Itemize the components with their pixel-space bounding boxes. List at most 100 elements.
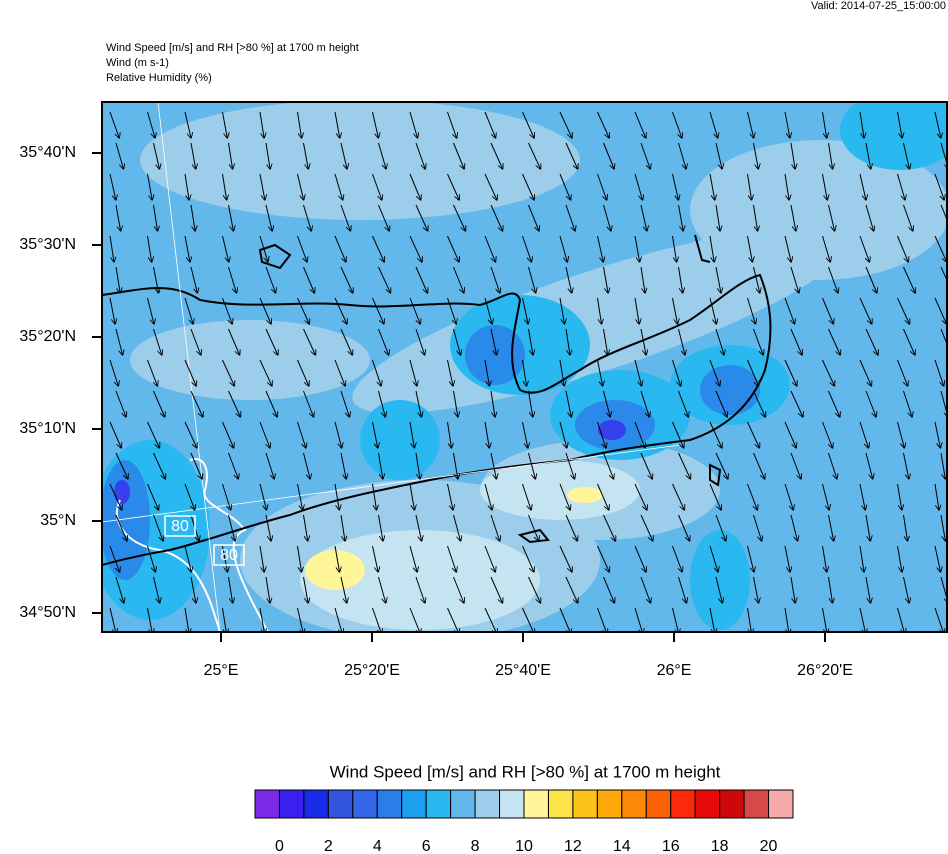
wind-arrow (784, 545, 790, 572)
wind-arrow (115, 142, 124, 169)
colorbar-box (572, 789, 598, 819)
wind-arrow (603, 328, 608, 355)
colorbar-label: 20 (760, 838, 778, 854)
wind-arrow (378, 142, 387, 169)
wind-arrow (640, 328, 646, 355)
wind-arrow (115, 266, 120, 293)
wind-arrow (490, 204, 503, 231)
wind-arrow (940, 514, 945, 541)
wind-arrow (372, 235, 385, 262)
colorbar-label: 8 (471, 838, 480, 854)
wind-arrow (259, 421, 270, 448)
wind-arrow (672, 421, 684, 448)
wind-arrow (303, 576, 309, 603)
wind-arrow (484, 297, 492, 324)
wind-arrow (265, 514, 271, 541)
wind-arrow (334, 545, 340, 572)
wind-arrow (865, 328, 878, 355)
wind-arrow (297, 421, 306, 448)
contour-label-boxes (164, 515, 245, 566)
wind-arrow (265, 142, 270, 169)
wind-arrow (228, 142, 233, 169)
wind-arrow (597, 359, 603, 386)
wind-arrow (528, 328, 533, 355)
wind-arrow (378, 328, 389, 355)
wind-arrow (678, 142, 687, 169)
wind-arrow (409, 173, 421, 200)
wind-arrow (865, 204, 874, 231)
wind-arrow (447, 545, 457, 572)
wind-arrow (447, 607, 460, 632)
wind-arrow (747, 173, 752, 200)
wind-arrow (747, 421, 760, 448)
wind-arrow (822, 297, 834, 324)
wind-arrow (340, 452, 346, 479)
wind-arrow (822, 607, 828, 632)
wind-arrow (190, 142, 196, 169)
colorbar-box (401, 789, 427, 819)
wind-arrow (565, 452, 575, 479)
wind-arrow (303, 266, 315, 293)
colorbar-box (670, 789, 696, 819)
wind-arrow (372, 545, 379, 572)
wind-arrow (378, 390, 386, 417)
wind-arrow (109, 111, 119, 138)
wind-arrow (340, 514, 345, 541)
wind-arrow (528, 390, 533, 417)
wind-arrow (409, 297, 420, 324)
wind-arrow (484, 607, 497, 632)
contour-label: 80 (171, 518, 189, 535)
wind-arrow (109, 607, 116, 632)
wind-arrow (859, 545, 864, 572)
wind-arrow (340, 328, 352, 355)
wind-arrow (528, 204, 540, 231)
wind-arrow (153, 328, 162, 355)
map-area (102, 102, 947, 632)
wind-arrow (409, 359, 417, 386)
wind-arrow (753, 142, 759, 169)
wind-arrow (640, 576, 651, 603)
wind-arrow (453, 452, 458, 479)
wind-arrow (934, 359, 944, 386)
wind-arrow (334, 297, 347, 324)
wind-arrow (672, 483, 685, 510)
wind-arrow (115, 576, 124, 603)
wind-arrow (559, 421, 567, 448)
wind-arrow (409, 483, 414, 510)
lat-label: 35°30'N (19, 236, 76, 253)
wind-arrow (559, 545, 572, 572)
colorbar-box (523, 789, 549, 819)
lon-label: 25°40'E (495, 662, 551, 679)
wind-arrow (672, 111, 682, 138)
map-frame (101, 101, 948, 633)
wind-arrow (153, 266, 159, 293)
wind-arrow (597, 545, 610, 572)
wind-arrow (147, 607, 153, 632)
lon-label: 25°20'E (344, 662, 400, 679)
wind-arrow (603, 452, 614, 479)
wind-arrow (453, 204, 466, 231)
wind-arrow (415, 328, 425, 355)
colorbar-label: 12 (564, 838, 582, 854)
colorbar-title: Wind Speed [m/s] and RH [>80 %] at 1700 … (330, 762, 721, 781)
wind-arrow (753, 452, 765, 479)
wind-arrow (859, 111, 864, 138)
wind-arrow (490, 452, 496, 479)
wind-arrow (828, 576, 833, 603)
wind-arrow (222, 297, 233, 324)
wind-arrow (415, 142, 425, 169)
wind-arrow (603, 142, 615, 169)
wind-arrow (259, 235, 268, 262)
wind-arrow (865, 514, 870, 541)
wind-arrow (340, 266, 353, 293)
wind-arrow (715, 266, 721, 293)
wind-arrow (672, 359, 681, 386)
wind-arrow (184, 173, 189, 200)
wind-arrow (790, 514, 798, 541)
wind-arrow (259, 173, 265, 200)
wind-arrow (784, 421, 796, 448)
wind-arrow (184, 111, 191, 138)
wind-arrow (828, 328, 841, 355)
wind-arrow (903, 266, 916, 293)
